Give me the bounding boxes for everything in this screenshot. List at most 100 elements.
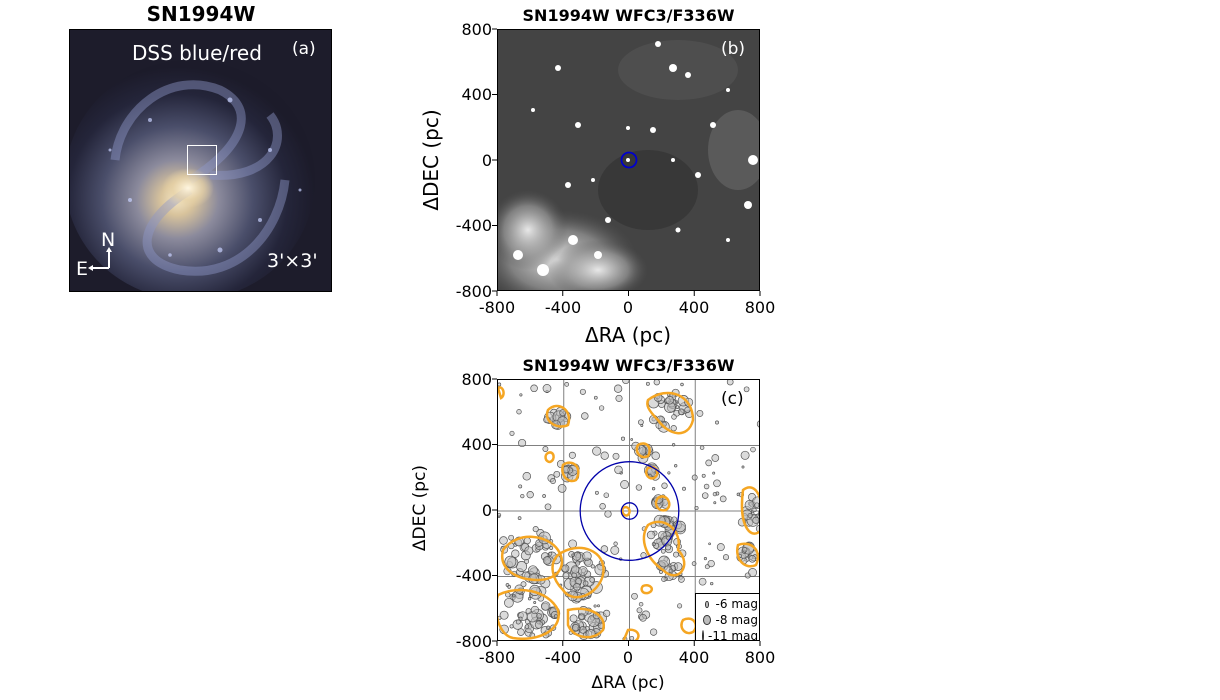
panel-c-tag: (c) xyxy=(721,389,744,409)
panel-c-xtick: 400 xyxy=(678,648,710,667)
panel-b-xtick: 400 xyxy=(678,298,710,317)
legend-item: -6 mag xyxy=(702,596,758,612)
cluster-star-mark xyxy=(752,507,757,513)
cluster-star-mark xyxy=(660,548,666,554)
cluster-star-mark xyxy=(754,502,759,508)
hst-image-svg xyxy=(498,30,759,290)
field-star-mark xyxy=(671,443,676,447)
field-star-mark xyxy=(631,592,638,600)
cluster-star-mark xyxy=(665,544,672,551)
cluster-star-mark xyxy=(742,547,748,553)
cluster-star-mark xyxy=(651,542,656,547)
field-star-mark xyxy=(741,465,745,469)
field-star-mark xyxy=(498,512,502,518)
field-star-mark xyxy=(507,585,512,589)
cluster-star-mark xyxy=(752,516,759,524)
field-star-mark xyxy=(593,604,597,608)
cluster-star-mark xyxy=(541,601,551,611)
field-star-mark xyxy=(509,430,515,436)
cluster-star-mark xyxy=(582,580,589,587)
panel-b-ytick: -400 xyxy=(455,216,492,235)
field-star-mark xyxy=(701,492,709,499)
panel-b-title: SN1994W WFC3/F336W xyxy=(522,6,735,25)
field-star-mark xyxy=(667,471,671,475)
field-star-mark xyxy=(715,420,719,425)
panel-b-ytick: 800 xyxy=(461,20,492,39)
field-star-mark xyxy=(711,454,720,462)
field-star-mark xyxy=(579,388,586,395)
field-star-mark xyxy=(748,568,758,577)
sn-position-marker xyxy=(620,151,638,169)
field-star-mark xyxy=(620,480,630,489)
panel-b-ylabel: ΔDEC (pc) xyxy=(419,109,443,211)
cluster-star-mark xyxy=(499,610,509,620)
cluster-star-mark xyxy=(590,564,595,569)
field-star-mark xyxy=(712,491,718,497)
cluster-star-mark xyxy=(520,581,527,588)
legend-label: -8 mag xyxy=(715,613,758,627)
panel-c-xtick: 0 xyxy=(622,648,634,667)
field-star-mark xyxy=(713,501,717,505)
field-star-mark xyxy=(756,420,759,428)
field-star-mark xyxy=(589,576,596,583)
cluster-star-mark xyxy=(562,572,570,580)
field-star-mark xyxy=(722,554,730,561)
panel-c-title: SN1994W WFC3/F336W xyxy=(522,356,735,375)
field-star-mark xyxy=(508,534,514,541)
field-star-mark xyxy=(532,526,539,533)
field-star-mark xyxy=(677,603,683,609)
hst-image: (b) xyxy=(497,29,760,291)
field-star-mark xyxy=(518,484,523,489)
legend-label: -11 mag xyxy=(708,629,759,641)
cluster-star-mark xyxy=(661,576,667,582)
legend-label: -6 mag xyxy=(715,597,758,611)
panel-c-ylabel: ΔDEC (pc) xyxy=(410,464,430,552)
field-star-mark xyxy=(629,635,635,640)
field-star-mark xyxy=(593,395,598,400)
panel-b-tick-marks xyxy=(492,28,761,296)
sn-outer-circle xyxy=(579,461,680,561)
cluster-star-mark xyxy=(670,425,677,432)
cluster-star-mark xyxy=(677,408,685,416)
field-star-mark xyxy=(603,492,610,498)
size-legend: -6 mag -8 mag -11 mag xyxy=(695,593,759,641)
panel-b-xtick: -800 xyxy=(478,298,516,317)
field-star-mark xyxy=(610,545,620,555)
field-star-mark xyxy=(597,604,600,608)
field-star-mark xyxy=(512,594,516,598)
field-star-mark xyxy=(612,452,620,460)
field-star-mark xyxy=(719,495,727,503)
field-star-mark xyxy=(743,386,750,393)
field-star-mark xyxy=(517,516,522,520)
field-star-mark xyxy=(682,486,686,491)
field-star-mark xyxy=(639,613,647,622)
fov-label: 3'×3' xyxy=(267,250,318,272)
field-star-mark xyxy=(638,601,644,607)
cluster-star-mark xyxy=(524,624,530,629)
field-star-mark xyxy=(726,380,734,386)
field-star-mark xyxy=(636,607,643,614)
panel-c-ytick: -800 xyxy=(455,632,492,651)
cluster-star-mark xyxy=(498,615,502,620)
field-star-mark xyxy=(645,381,650,386)
cluster-star-mark xyxy=(524,546,534,556)
field-star-mark xyxy=(678,576,685,583)
cluster-plot-svg xyxy=(498,380,759,640)
field-star-mark xyxy=(635,484,643,491)
field-star-mark xyxy=(701,473,706,478)
field-star-mark xyxy=(522,472,532,481)
field-star-mark xyxy=(665,396,674,405)
panel-c-tick-marks xyxy=(492,378,761,646)
field-star-mark xyxy=(542,494,546,498)
field-star-mark xyxy=(622,380,630,385)
cluster-star-mark xyxy=(582,551,592,561)
cluster-star-mark xyxy=(530,605,540,615)
field-star-mark xyxy=(694,505,699,511)
sn-inner-circle xyxy=(620,502,639,520)
cluster-star-mark xyxy=(758,502,759,508)
field-star-mark xyxy=(707,559,715,568)
survey-label: DSS blue/red xyxy=(132,41,262,65)
cluster-star-mark xyxy=(518,616,523,621)
field-star-mark xyxy=(699,445,705,450)
field-star-mark xyxy=(604,510,612,518)
